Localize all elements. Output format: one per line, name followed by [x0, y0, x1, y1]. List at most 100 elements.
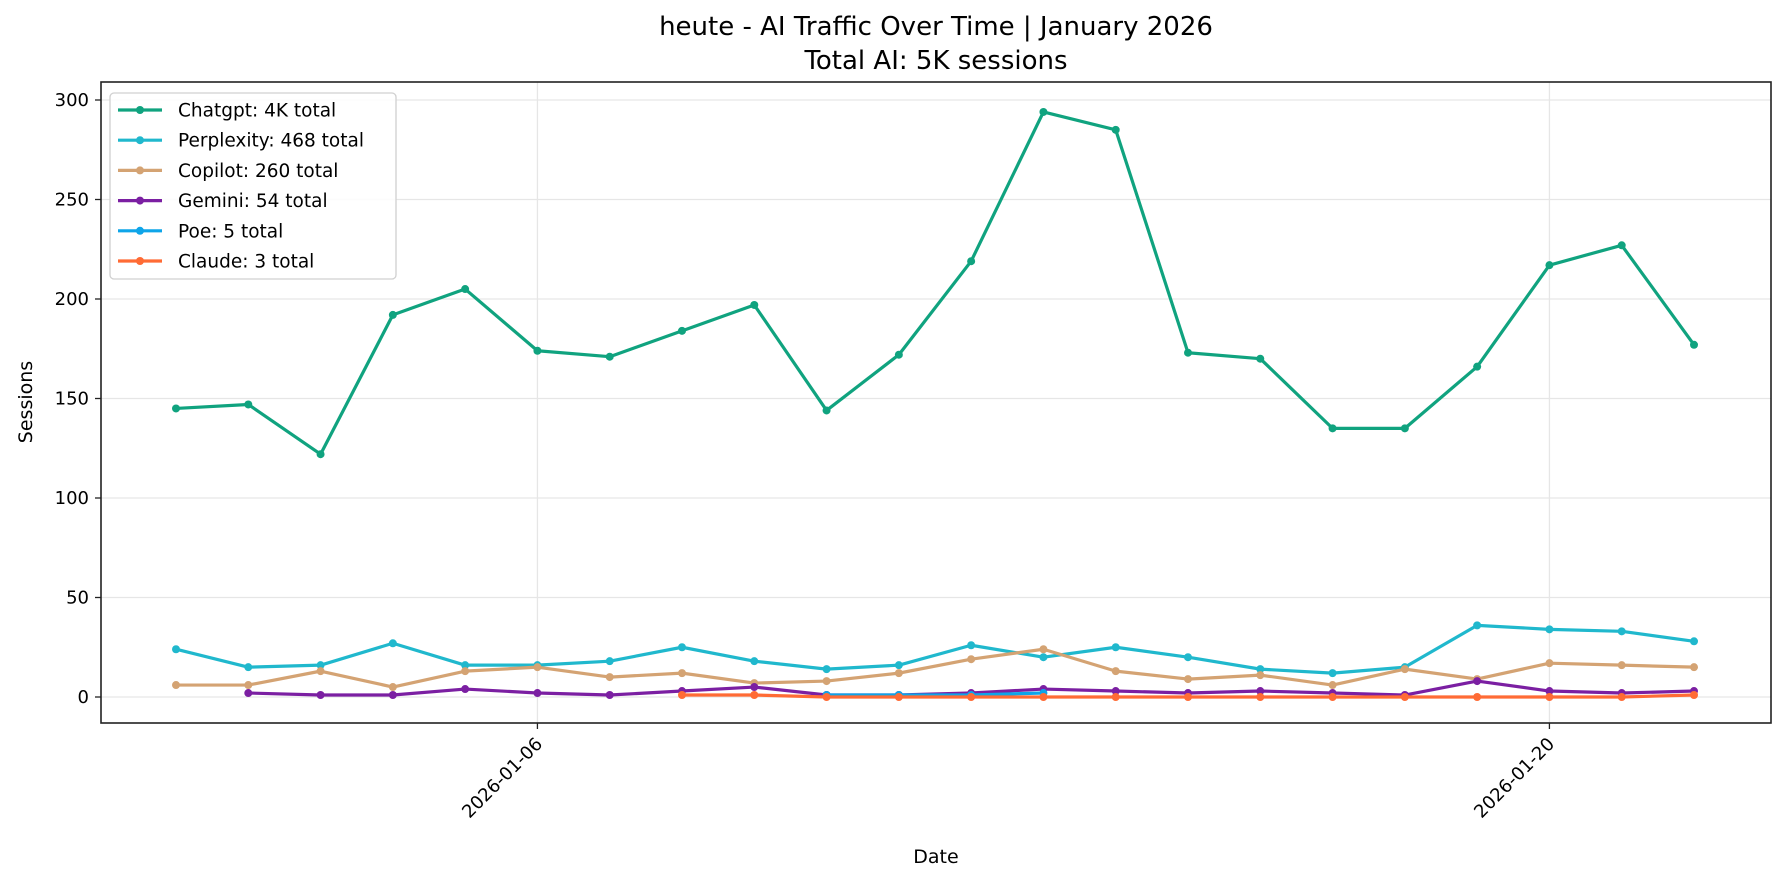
legend-marker: [136, 226, 144, 235]
data-point: [894, 669, 903, 678]
data-point: [967, 655, 976, 664]
data-point: [244, 681, 253, 690]
plot-frame: [100, 81, 1772, 724]
y-axis: 0 50 100 150 200 250 300: [55, 90, 101, 708]
data-point: [894, 693, 903, 701]
data-point: [316, 450, 325, 459]
data-point: [967, 641, 976, 650]
data-point: [1617, 693, 1626, 701]
legend-item-chatgpt: Chatgpt: 4K total: [118, 101, 336, 122]
data-point: [533, 663, 542, 672]
data-point: [388, 639, 397, 648]
y-tick-label: 250: [55, 190, 89, 211]
data-point: [1690, 691, 1698, 700]
data-point: [1545, 261, 1554, 270]
data-point: [1184, 348, 1192, 357]
legend-item-copilot: Copilot: 260 total: [118, 161, 338, 182]
data-point: [967, 257, 976, 266]
data-point: [533, 346, 542, 355]
legend-marker: [136, 196, 144, 205]
data-point: [1545, 687, 1554, 696]
data-point: [967, 693, 976, 701]
data-point: [750, 300, 759, 309]
legend-marker: [136, 106, 144, 114]
data-point: [1690, 340, 1698, 349]
data-point: [1328, 669, 1337, 678]
legend-label: Copilot: 260 total: [178, 161, 338, 182]
data-point: [1400, 424, 1409, 433]
data-point: [605, 657, 614, 666]
data-point: [1690, 637, 1698, 646]
data-point: [1473, 621, 1482, 630]
data-point: [678, 691, 686, 700]
data-point: [1256, 687, 1265, 696]
data-point: [822, 677, 831, 686]
data-point: [894, 661, 903, 670]
data-point: [605, 673, 614, 682]
series-line: [175, 110, 1696, 456]
data-point: [822, 665, 831, 674]
series-claude: [678, 691, 1698, 701]
series-layer: [172, 107, 1698, 701]
grid: [101, 82, 1771, 723]
series-line: [176, 647, 1695, 689]
data-point: [1184, 675, 1192, 684]
data-point: [1256, 671, 1265, 680]
legend-marker: [136, 136, 144, 145]
data-point: [1111, 125, 1120, 134]
data-point: [1184, 653, 1192, 662]
data-point: [1111, 667, 1120, 676]
data-point: [172, 404, 180, 413]
data-point: [678, 643, 686, 652]
data-point: [388, 683, 397, 692]
legend-marker: [136, 166, 144, 175]
data-point: [461, 685, 470, 694]
data-point: [1690, 663, 1698, 672]
y-tick-label: 100: [55, 488, 89, 509]
data-point: [1617, 627, 1626, 636]
data-point: [244, 663, 253, 672]
data-point: [1184, 693, 1192, 701]
data-point: [1111, 643, 1120, 652]
y-tick-label: 300: [55, 90, 89, 111]
data-point: [1328, 693, 1337, 701]
legend: Chatgpt: 4K total Perplexity: 468 total Co…: [109, 92, 397, 280]
data-point: [1473, 677, 1482, 686]
data-point: [1256, 665, 1265, 674]
data-point: [605, 691, 614, 700]
legend-item-poe: Poe: 5 total: [118, 221, 283, 242]
legend-box: [109, 92, 397, 280]
data-point: [1545, 659, 1554, 668]
data-point: [316, 667, 325, 676]
data-point: [244, 400, 253, 409]
legend-item-perplexity: Perplexity: 468 total: [118, 131, 364, 152]
data-point: [1111, 693, 1120, 701]
data-point: [1545, 693, 1554, 701]
data-point: [1039, 107, 1048, 116]
data-point: [1617, 241, 1626, 250]
data-point: [1039, 693, 1048, 701]
series-line: [826, 691, 1044, 697]
data-point: [1400, 665, 1409, 674]
data-point: [388, 691, 397, 700]
data-point: [605, 352, 614, 361]
chart-title: heute - AI Traffic Over Time | January 2…: [659, 12, 1213, 42]
data-point: [678, 326, 686, 335]
y-tick-label: 50: [66, 588, 89, 609]
y-tick-label: 0: [78, 687, 89, 708]
data-point: [822, 693, 831, 701]
legend-marker: [136, 257, 144, 265]
data-point: [244, 689, 253, 698]
data-point: [1545, 625, 1554, 634]
data-point: [1328, 424, 1337, 433]
data-point: [316, 691, 325, 700]
legend-item-claude: Claude: 3 total: [118, 252, 314, 273]
data-point: [1617, 661, 1626, 670]
x-axis-label: Date: [913, 846, 958, 868]
data-point: [388, 310, 397, 319]
series-line: [175, 623, 1695, 675]
data-point: [1473, 362, 1482, 371]
legend-label: Claude: 3 total: [178, 252, 314, 273]
data-point: [1039, 653, 1048, 662]
data-point: [1256, 693, 1265, 701]
